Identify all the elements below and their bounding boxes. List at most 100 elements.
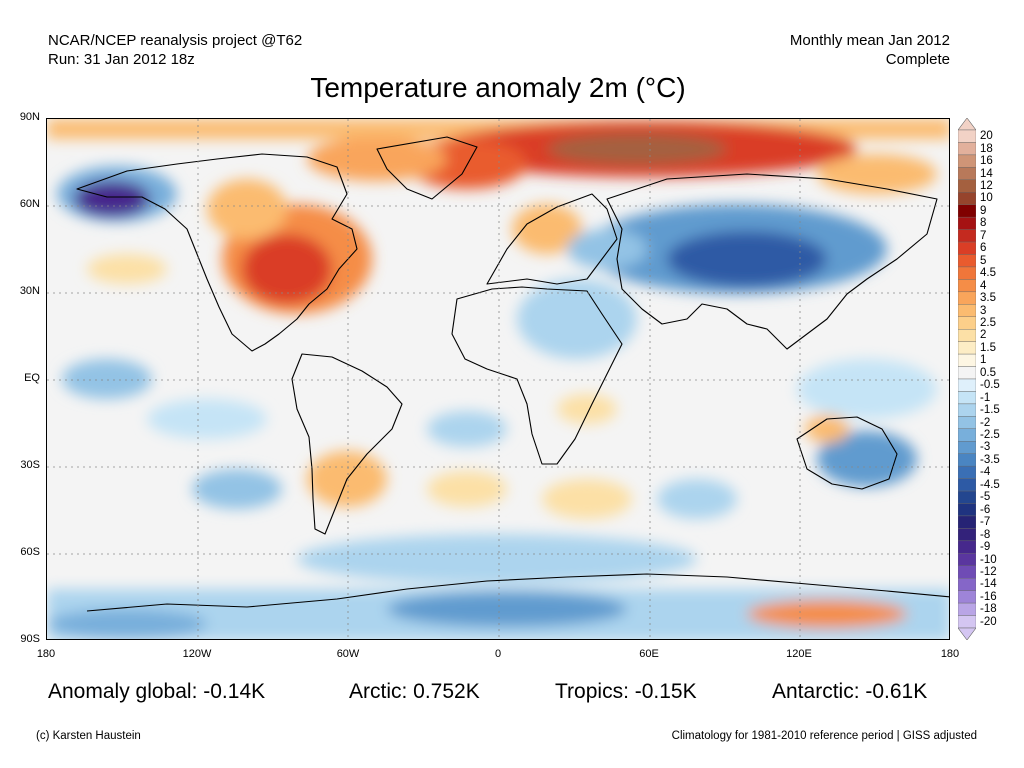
colorbar-cell — [958, 266, 976, 280]
colorbar-label: 6 — [980, 242, 987, 255]
colorbar-label: 1.5 — [980, 341, 996, 354]
anomaly-field — [47, 119, 949, 639]
colorbar-max-arrow — [958, 118, 976, 131]
lat-label-eq: EQ — [24, 372, 40, 384]
colorbar-label: -3.5 — [980, 453, 1000, 466]
colorbar-cell — [958, 179, 976, 193]
colorbar-cell — [958, 204, 976, 218]
colorbar-label: 18 — [980, 142, 993, 155]
arctic-anomaly: Arctic: 0.752K — [349, 680, 480, 703]
colorbar-cell — [958, 216, 976, 230]
colorbar-label: -10 — [980, 553, 997, 566]
colorbar-cell — [958, 441, 976, 454]
colorbar-label: -2 — [980, 416, 991, 429]
header-right: Monthly mean Jan 2012 Complete — [790, 31, 950, 69]
colorbar-cells — [958, 118, 976, 640]
lon-label-0: 0 — [494, 648, 502, 660]
colorbar-cell — [958, 553, 976, 566]
colorbar-cell — [958, 328, 976, 342]
colorbar-label: 20 — [980, 130, 993, 143]
colorbar-label: -12 — [980, 565, 997, 578]
colorbar-label: 1 — [980, 354, 987, 367]
colorbar-label: 14 — [980, 167, 993, 180]
global-anomaly: Anomaly global: -0.14K — [48, 680, 266, 703]
colorbar-label: -8 — [980, 528, 991, 541]
colorbar-cell — [958, 615, 976, 629]
colorbar-cell — [958, 515, 976, 529]
colorbar-cell — [958, 565, 976, 579]
colorbar-label: -1.5 — [980, 404, 1000, 417]
lat-label-30s: 30S — [20, 459, 40, 471]
colorbar-cell — [958, 167, 976, 180]
colorbar-cell — [958, 279, 976, 293]
colorbar-label: 16 — [980, 155, 993, 168]
lat-label-30n: 30N — [19, 285, 40, 297]
colorbar-cell — [958, 254, 976, 268]
colorbar-cell — [958, 142, 976, 156]
lon-label-120e: 120E — [786, 648, 812, 660]
lat-label-90n: 90N — [19, 111, 40, 123]
colorbar-label: 2 — [980, 329, 987, 342]
colorbar-cell — [958, 428, 976, 442]
credit: (c) Karsten Haustein — [36, 730, 141, 742]
colorbar-cell — [958, 192, 976, 205]
colorbar-cell — [958, 590, 976, 604]
colorbar-label: -20 — [980, 615, 997, 628]
colorbar-label: -4 — [980, 466, 991, 479]
colorbar-label: -6 — [980, 503, 991, 516]
colorbar-label: 5 — [980, 254, 987, 267]
colorbar-label: -5 — [980, 491, 991, 504]
colorbar-cell — [958, 353, 976, 367]
lat-label-60n: 60N — [19, 198, 40, 210]
tropics-anomaly: Tropics: -0.15K — [555, 680, 697, 703]
colorbar-label: 9 — [980, 204, 987, 217]
status-info: Complete — [885, 51, 950, 68]
colorbar-label: 3.5 — [980, 292, 996, 305]
colorbar-cell — [958, 241, 976, 255]
colorbar-label: 10 — [980, 192, 993, 205]
colorbar-cell — [958, 129, 976, 143]
graticule — [47, 119, 949, 639]
colorbar-label: -3 — [980, 441, 991, 454]
colorbar-cell — [958, 490, 976, 504]
colorbar-cell — [958, 478, 976, 492]
colorbar-min-arrow — [958, 627, 976, 640]
colorbar-cell — [958, 416, 976, 430]
lon-label-120w: 120W — [182, 648, 212, 660]
colorbar-label: -0.5 — [980, 379, 1000, 392]
colorbar-cell — [958, 304, 976, 317]
header-left: NCAR/NCEP reanalysis project @T62 Run: 3… — [48, 31, 302, 69]
lat-label-90s: 90S — [20, 633, 40, 645]
colorbar-label: -16 — [980, 590, 997, 603]
lon-label-60w: 60W — [336, 648, 360, 660]
lat-label-60s: 60S — [20, 546, 40, 558]
lon-label-60e: 60E — [639, 648, 659, 660]
colorbar-label: -4.5 — [980, 478, 1000, 491]
colorbar-label: 4 — [980, 279, 987, 292]
antarctic-anomaly: Antarctic: -0.61K — [772, 680, 928, 703]
colorbar — [958, 118, 976, 640]
colorbar-cell — [958, 366, 976, 380]
colorbar-label: -7 — [980, 516, 991, 529]
colorbar-cell — [958, 378, 976, 392]
colorbar-cell — [958, 503, 976, 517]
colorbar-label: -14 — [980, 578, 997, 591]
model-info: NCAR/NCEP reanalysis project @T62 — [48, 32, 303, 49]
colorbar-cell — [958, 229, 976, 243]
colorbar-label: 2.5 — [980, 316, 996, 329]
colorbar-label: 0.5 — [980, 366, 996, 379]
climatology-note: Climatology for 1981-2010 reference peri… — [671, 730, 977, 742]
anomaly-map — [46, 118, 950, 640]
colorbar-label: 3 — [980, 304, 987, 317]
colorbar-label: -2.5 — [980, 429, 1000, 442]
colorbar-cell — [958, 465, 976, 479]
colorbar-cell — [958, 341, 976, 355]
colorbar-label: 8 — [980, 217, 987, 230]
colorbar-cell — [958, 154, 976, 168]
colorbar-label: 12 — [980, 180, 993, 193]
map-title: Temperature anomaly 2m (°C) — [310, 72, 686, 103]
colorbar-cell — [958, 391, 976, 405]
colorbar-label: -1 — [980, 391, 991, 404]
colorbar-cell — [958, 578, 976, 591]
colorbar-cell — [958, 528, 976, 542]
